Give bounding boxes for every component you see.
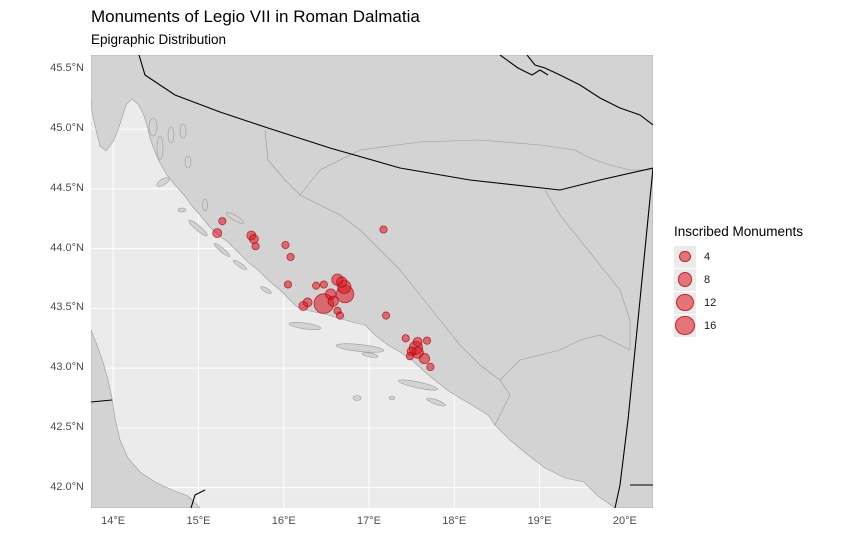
x-tick-label: 15°E [186, 515, 211, 527]
legend-dot [675, 315, 695, 336]
main-borders [91, 55, 653, 508]
legend-title: Inscribed Monuments [674, 224, 804, 239]
islands [148, 117, 446, 407]
legend: Inscribed Monuments 4 8 12 16 [674, 224, 824, 337]
y-tick-label: 45.5°N [50, 62, 84, 75]
borders [264, 129, 653, 426]
legend-item: 4 [674, 245, 824, 268]
monument-point [325, 288, 337, 300]
y-tick-label: 43.0°N [50, 361, 84, 374]
x-tick-label: 16°E [271, 515, 296, 527]
legend-dot [676, 293, 694, 312]
monument-point [298, 301, 309, 311]
legend-item: 12 [674, 291, 824, 314]
monument-point [319, 280, 328, 289]
legend-item: 16 [674, 314, 824, 337]
x-tick-label: 14°E [101, 515, 126, 527]
x-tick-label: 20°E [612, 515, 637, 527]
monument-point [418, 353, 430, 365]
y-tick-label: 43.5°N [50, 301, 84, 314]
legend-key [674, 314, 696, 337]
y-tick-label: 45.0°N [50, 122, 84, 135]
y-tick-label: 42.5°N [50, 420, 84, 433]
land-italy [91, 329, 201, 508]
monument-point [218, 217, 227, 226]
y-tick-label: 44.0°N [50, 241, 84, 254]
y-tick-label: 44.5°N [50, 181, 84, 194]
monument-point [212, 228, 223, 238]
monument-point [382, 311, 391, 320]
monument-point [405, 352, 414, 361]
monument-point [412, 336, 423, 347]
legend-key [674, 268, 696, 291]
monument-point [401, 334, 410, 343]
y-tick-label: 42.0°N [50, 480, 84, 493]
monument-point [283, 280, 293, 289]
monument-point [426, 362, 435, 372]
legend-label: 8 [704, 273, 711, 286]
legend-dot [677, 272, 693, 287]
monument-point [335, 311, 345, 320]
monument-point [422, 336, 432, 345]
monument-point [281, 240, 290, 250]
monument-point [336, 276, 348, 288]
land-balkans [91, 55, 653, 508]
monument-point [248, 234, 259, 244]
monument-point [379, 225, 388, 234]
monument-point [312, 281, 321, 290]
monument-points [212, 217, 435, 372]
legend-dot [679, 250, 691, 263]
map-subtitle: Epigraphic Distribution [91, 32, 227, 47]
monument-point [286, 252, 295, 262]
legend-key [674, 291, 696, 314]
legend-key [674, 245, 696, 268]
x-tick-label: 18°E [442, 515, 467, 527]
legend-label: 12 [704, 296, 717, 309]
monument-point [251, 242, 260, 251]
x-tick-label: 19°E [527, 515, 552, 527]
map-title: Monuments of Legio VII in Roman Dalmatia [91, 7, 420, 26]
legend-label: 16 [704, 319, 717, 332]
x-tick-label: 17°E [357, 515, 381, 527]
legend-label: 4 [704, 250, 711, 263]
legend-item: 8 [674, 268, 824, 291]
